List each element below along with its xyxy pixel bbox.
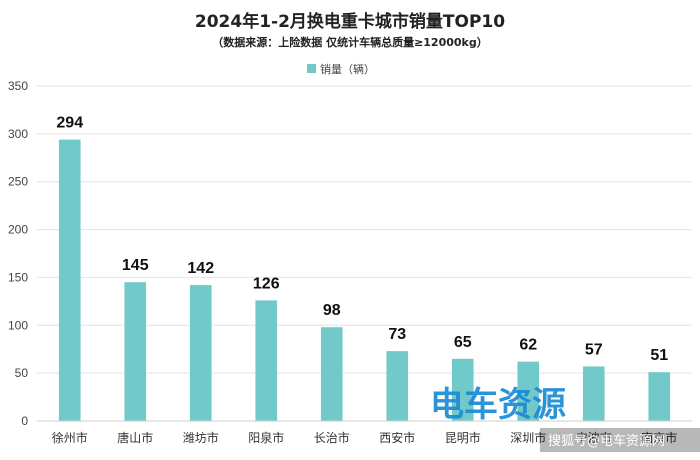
x-tick-label: 深圳市 <box>510 430 546 445</box>
x-tick-label: 徐州市 <box>52 430 88 445</box>
y-tick-label: 200 <box>8 223 28 237</box>
x-tick-label: 昆明市 <box>445 430 481 445</box>
y-tick-label: 250 <box>8 175 28 189</box>
bar <box>582 366 605 421</box>
y-axis-ticks: 0 50 100 150 200 250 300 350 <box>8 79 28 428</box>
bar <box>189 285 212 421</box>
y-tick-label: 150 <box>8 270 28 284</box>
data-labels: 294 145 142 126 98 73 65 62 57 51 <box>56 115 668 365</box>
legend-swatch <box>307 64 316 73</box>
y-tick-label: 0 <box>21 414 28 428</box>
x-tick-label: 南京市 <box>641 430 677 445</box>
bar <box>648 372 671 421</box>
x-tick-label: 西安市 <box>379 430 415 445</box>
data-label: 65 <box>454 334 472 351</box>
bar <box>517 361 540 421</box>
legend: 销量（辆） <box>307 62 375 76</box>
legend-label: 销量（辆） <box>320 62 375 76</box>
y-tick-label: 350 <box>8 79 28 93</box>
x-tick-label: 阳泉市 <box>248 430 284 445</box>
data-label: 51 <box>650 347 668 364</box>
watermark-caption: 搜狐号@电车资源网 <box>548 433 665 449</box>
bar <box>124 282 147 421</box>
data-label: 57 <box>585 341 603 358</box>
data-label: 98 <box>323 302 341 319</box>
data-label: 145 <box>122 257 149 274</box>
data-label: 294 <box>56 115 83 132</box>
bar <box>451 358 474 421</box>
data-label: 62 <box>519 337 537 354</box>
y-tick-label: 300 <box>8 127 28 141</box>
x-tick-label: 长治市 <box>314 430 350 445</box>
bars <box>58 139 671 421</box>
data-label: 126 <box>253 275 280 292</box>
bar <box>58 139 81 421</box>
watermark-caption-bg <box>540 428 700 452</box>
grid-lines <box>37 85 692 374</box>
bar <box>255 300 278 421</box>
watermark-logo: 电车资源 <box>430 385 566 425</box>
x-tick-label: 潍坊市 <box>183 430 219 445</box>
x-axis-ticks: 徐州市 唐山市 潍坊市 阳泉市 长治市 西安市 昆明市 深圳市 宁波市 南京市 <box>52 430 678 445</box>
bar <box>320 327 343 421</box>
x-tick-label: 宁波市 <box>576 430 612 445</box>
y-tick-label: 100 <box>8 318 28 332</box>
chart-subtitle: （数据来源：上险数据 仅统计车辆总质量≥12000kg） <box>212 35 488 49</box>
x-tick-label: 唐山市 <box>117 430 153 445</box>
bar <box>386 351 409 421</box>
data-label: 73 <box>388 326 406 343</box>
y-tick-label: 50 <box>15 366 29 380</box>
data-label: 142 <box>187 260 214 277</box>
watermark: 电车资源 搜狐号@电车资源网 <box>430 385 700 452</box>
chart-title: 2024年1-2月换电重卡城市销量TOP10 <box>195 11 505 32</box>
